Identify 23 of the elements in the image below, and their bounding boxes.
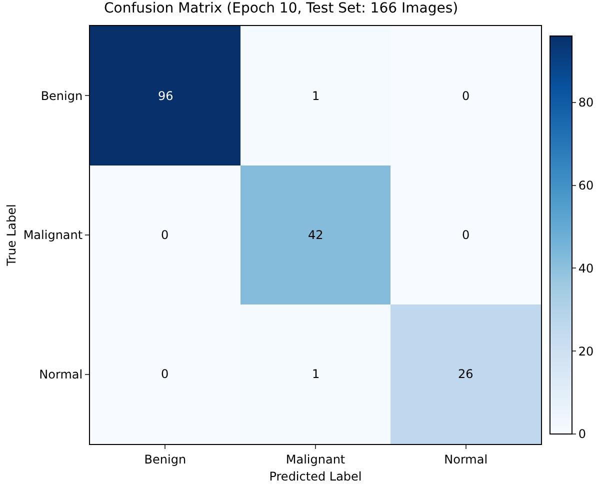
chart-title: Confusion Matrix (Epoch 10, Test Set: 166 Images) (104, 0, 458, 16)
color-bar-label: 0 (578, 427, 586, 442)
y-tick-label: Normal (39, 368, 83, 382)
color-bar-label: 80 (578, 96, 594, 110)
y-tick-label: Malignant (23, 228, 83, 242)
color-bar-label: 20 (578, 344, 594, 358)
data-label: 0 (161, 367, 169, 381)
data-label: 0 (161, 228, 169, 242)
y-axis-title: True Label (4, 204, 19, 267)
data-label: 96 (158, 89, 174, 103)
data-label: 42 (308, 228, 324, 242)
x-axis-title: Predicted Label (269, 469, 362, 484)
color-bar-label: 60 (578, 178, 594, 192)
x-tick-label: Normal (444, 452, 488, 466)
data-label: 1 (312, 89, 320, 103)
data-label: 0 (462, 89, 470, 103)
x-tick-label: Malignant (286, 452, 346, 466)
data-label: 1 (312, 367, 320, 381)
data-label: 26 (458, 367, 474, 381)
x-tick-label: Benign (144, 452, 186, 466)
data-label: 0 (462, 228, 470, 242)
color-bar-label: 40 (578, 261, 594, 276)
y-tick-label: Benign (40, 88, 83, 103)
